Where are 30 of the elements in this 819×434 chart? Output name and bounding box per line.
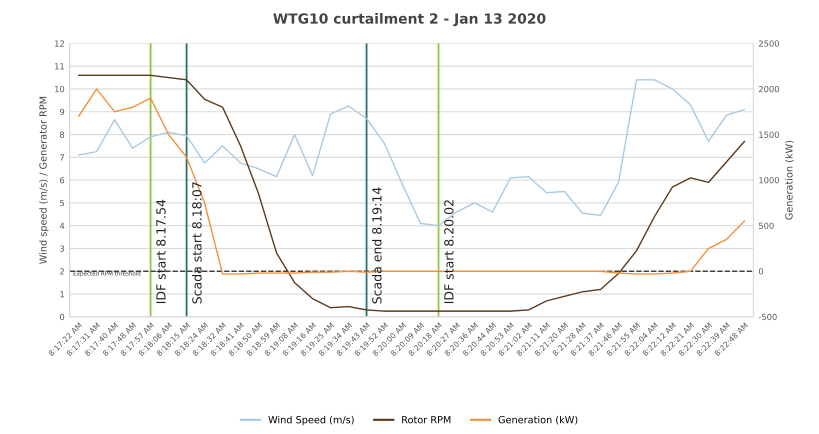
y-tick-label: 5 — [60, 200, 64, 206]
y-tick-label: 1 — [60, 291, 64, 298]
y2-tick-label: 2000 — [758, 86, 779, 92]
y-tick-label: 2 — [60, 268, 64, 274]
y-tick-label: 7 — [60, 154, 64, 160]
y2-axis-title: Generation (kW) — [785, 140, 794, 220]
ref-line-label: IDF start 8.20.02 — [444, 200, 454, 304]
y-tick-label: 11 — [55, 63, 64, 70]
chart-title: WTG10 curtailment 2 - Jan 13 2020 — [273, 13, 546, 26]
y-tick-label: 10 — [55, 86, 64, 92]
y2-tick-label: 0 — [758, 268, 764, 275]
ref-line-label: IDF start 8.17.54 — [156, 200, 166, 304]
ref-line-label: Scada end 8.19:14 — [372, 187, 382, 304]
y-tick-label: 4 — [60, 222, 64, 229]
y2-tick-label: 500 — [758, 222, 774, 229]
legend-label: Rotor RPM — [402, 416, 450, 424]
y-tick-label: 6 — [60, 177, 64, 184]
y2-tick-label: -500 — [758, 314, 777, 320]
y-axis-title: Wind speed (m/s) / Generator RPM — [39, 96, 49, 264]
y-tick-label: 12 — [55, 40, 64, 47]
y2-tick-label: 1500 — [759, 132, 779, 138]
y-tick-label: 8 — [60, 132, 64, 138]
y-tick-label: 0 — [60, 314, 64, 320]
ref-line-label: Scada start 8.18:07 — [192, 182, 202, 304]
y-tick-label: 9 — [60, 108, 64, 116]
y2-tick-label: 2500 — [758, 40, 779, 47]
legend-label: Generation (kW) — [498, 416, 578, 425]
legend-label: Wind Speed (m/s) — [268, 416, 354, 426]
y2-tick-label: 1000 — [759, 177, 779, 184]
y-tick-label: 3 — [60, 245, 64, 252]
